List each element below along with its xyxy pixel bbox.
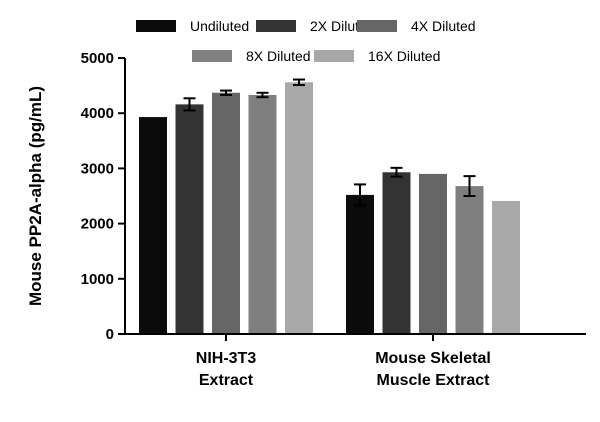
bar-16x-diluted-2 xyxy=(492,200,520,334)
legend-item: 4X Diluted xyxy=(357,18,476,34)
legend-label: Undiluted xyxy=(190,18,249,34)
legend-item: Undiluted xyxy=(136,18,249,34)
bar-2x-diluted-1 xyxy=(175,104,204,334)
y-tick-label: 5000 xyxy=(81,50,114,67)
x-category-label: Extract xyxy=(199,372,254,389)
y-axis: 0 1000 2000 3000 4000 5000 xyxy=(81,50,126,343)
legend-item: 2X Diluted xyxy=(256,18,375,34)
bar-8x-diluted-1 xyxy=(248,94,277,334)
legend-label: 16X Diluted xyxy=(368,48,440,64)
bar-2x-diluted-2 xyxy=(382,172,411,334)
error-bar xyxy=(256,91,269,99)
y-tick-label: 2000 xyxy=(81,216,114,233)
error-bar xyxy=(293,78,305,87)
legend-label: 4X Diluted xyxy=(411,18,476,34)
y-tick-label: 1000 xyxy=(81,271,114,288)
error-bar xyxy=(183,97,196,112)
error-bar xyxy=(220,89,232,96)
error-bar xyxy=(390,166,403,178)
bar-8x-diluted-2 xyxy=(455,186,484,334)
legend: Undiluted 2X Diluted 4X Diluted 8X Diluted 1… xyxy=(136,18,476,64)
legend-swatch xyxy=(136,20,176,32)
bar-undiluted-2 xyxy=(346,194,374,334)
error-bar xyxy=(354,183,366,207)
x-category-label: NIH-3T3 xyxy=(196,350,257,367)
y-tick-label: 3000 xyxy=(81,160,114,177)
y-tick-label: 0 xyxy=(106,326,114,343)
x-category-label: Mouse Skeletal xyxy=(375,350,491,367)
bars xyxy=(139,78,520,335)
legend-swatch xyxy=(314,50,354,62)
bar-undiluted-1 xyxy=(139,117,167,335)
x-axis: NIH-3T3 Extract Mouse Skeletal Muscle Extra… xyxy=(125,333,586,389)
legend-item: 16X Diluted xyxy=(314,48,440,64)
x-category-label: Muscle Extract xyxy=(377,372,491,389)
bar-4x-diluted-2 xyxy=(419,173,447,334)
legend-label: 8X Diluted xyxy=(246,48,311,64)
error-bar xyxy=(463,175,476,197)
y-tick-label: 4000 xyxy=(81,105,114,122)
legend-swatch xyxy=(256,20,296,32)
bar-16x-diluted-1 xyxy=(285,82,313,335)
legend-swatch xyxy=(192,50,232,62)
y-axis-label: Mouse PP2A-alpha (pg/mL) xyxy=(26,86,45,306)
bar-4x-diluted-1 xyxy=(212,92,240,334)
legend-item: 8X Diluted xyxy=(192,48,311,64)
legend-swatch xyxy=(357,20,397,32)
